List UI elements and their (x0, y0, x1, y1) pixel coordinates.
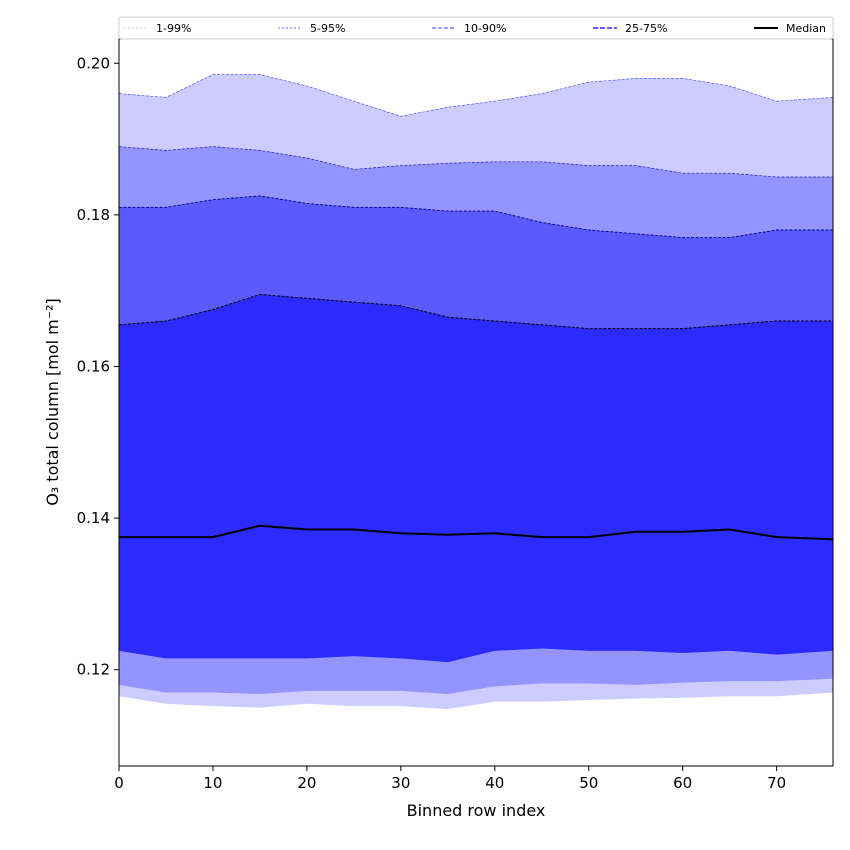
x-tick-label-0: 0 (114, 774, 124, 792)
percentile-bands (119, 39, 833, 731)
median-line (119, 524, 833, 541)
x-tick-label-40: 40 (485, 774, 504, 792)
x-tick-label-50: 50 (579, 774, 598, 792)
y-tick-label-4: 0.20 (77, 54, 110, 72)
x-axis: 0 10 20 30 40 50 60 70 (114, 766, 786, 792)
y-tick-label-2: 0.16 (77, 357, 110, 375)
band-edge-25-75 (119, 195, 833, 239)
band-edge-core (119, 293, 833, 330)
y-tick-label-3: 0.18 (77, 206, 110, 224)
x-tick-label-10: 10 (203, 774, 222, 792)
x-tick-label-60: 60 (673, 774, 692, 792)
band-edge-10-90 (119, 146, 833, 178)
y-tick-label-0: 0.12 (77, 661, 110, 679)
y-axis-title: O₃ total column [mol m⁻²] (43, 298, 62, 506)
band-edge-5-95 (119, 74, 833, 117)
legend-box (118, 16, 834, 40)
x-tick-label-30: 30 (391, 774, 410, 792)
band-core (119, 294, 833, 663)
legend-label-5-95: 5-95% (310, 22, 345, 35)
x-tick-label-70: 70 (767, 774, 786, 792)
legend-label-10-90: 10-90% (464, 22, 506, 35)
y-tick-label-1: 0.14 (77, 509, 110, 527)
x-axis-title: Binned row index (407, 801, 546, 820)
legend-label-25-75: 25-75% (625, 22, 667, 35)
legend-label-median: Median (786, 22, 826, 35)
y-axis: 0.12 0.14 0.16 0.18 0.20 (77, 54, 119, 679)
legend-label-1-99: 1-99% (156, 22, 191, 35)
median-series (119, 524, 833, 541)
legend: 1-99% 5-95% 10-90% 25-75% Median (118, 16, 834, 40)
x-tick-label-20: 20 (297, 774, 316, 792)
